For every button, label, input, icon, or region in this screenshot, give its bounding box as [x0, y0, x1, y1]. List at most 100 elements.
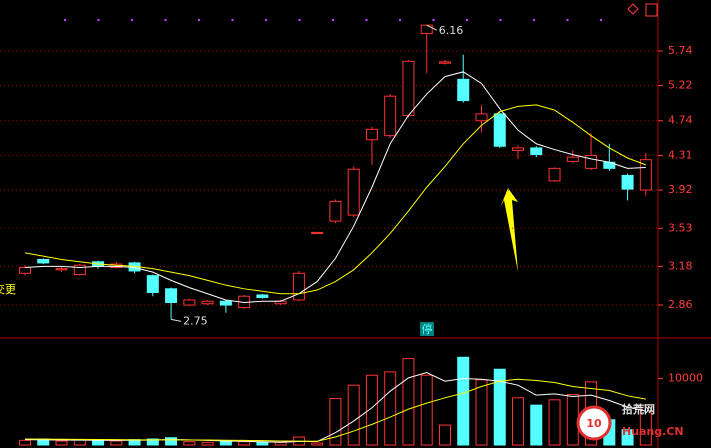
- marker-dot: [231, 18, 234, 22]
- candle-body: [548, 167, 561, 182]
- candle-body: [19, 266, 31, 274]
- volume-bar: [457, 356, 470, 446]
- volume-bar: [365, 374, 378, 446]
- candle-body: [165, 288, 178, 303]
- annotation-leader: [426, 24, 437, 31]
- volume-bar: [530, 404, 543, 446]
- candle-body: [55, 268, 68, 271]
- candle-body: [329, 200, 342, 222]
- watermark-site: Huang.CN: [622, 425, 684, 438]
- window-icon[interactable]: [627, 3, 639, 15]
- volume-average-line: [24, 378, 646, 442]
- y-tick-label: 10000: [668, 372, 703, 385]
- marker-dot: [164, 18, 167, 22]
- volume-bar: [183, 441, 196, 446]
- marker-dot: [97, 18, 100, 22]
- candle-body: [530, 147, 543, 156]
- watermark-name: 拾荒网: [622, 402, 655, 416]
- candle-body: [457, 78, 470, 102]
- marker-dot: [63, 18, 67, 22]
- volume-bar: [402, 358, 415, 446]
- volume-bar: [165, 437, 178, 446]
- halt-badge: [420, 322, 434, 336]
- volume-bar: [512, 397, 525, 446]
- volume-bar: [420, 374, 433, 446]
- volume-bar: [384, 371, 397, 446]
- y-tick-label: 4.74: [668, 114, 693, 127]
- y-tick-label: 2.86: [668, 298, 693, 311]
- candle-body: [493, 113, 506, 147]
- candle-body: [311, 231, 324, 234]
- candle-body: [585, 154, 598, 169]
- y-tick-label: 3.18: [668, 259, 693, 272]
- marker-dot: [365, 18, 368, 22]
- candle-body: [438, 61, 451, 64]
- candle-body: [420, 24, 433, 35]
- volume-bar: [146, 438, 159, 446]
- candle-body: [512, 147, 525, 151]
- arrow: [500, 188, 518, 272]
- volume-bar: [256, 441, 269, 446]
- annotation: 6.16: [439, 24, 464, 37]
- candle-body: [347, 168, 360, 216]
- volume-bar: [548, 399, 561, 446]
- candle-body: [183, 299, 196, 306]
- candle-body: [201, 300, 214, 305]
- volume-bar: [110, 440, 123, 446]
- volume-bar: [274, 441, 287, 446]
- volume-bar: [238, 441, 251, 446]
- marker-dot: [465, 18, 469, 22]
- candle-body: [402, 60, 415, 116]
- side-label: 交更: [0, 282, 16, 296]
- marker-dot: [197, 18, 201, 22]
- y-tick-label: 5.74: [668, 44, 693, 57]
- annotation: 2.75: [183, 314, 208, 327]
- volume-bar: [92, 439, 105, 446]
- marker-dot: [298, 18, 301, 22]
- candle-body: [566, 156, 579, 162]
- watermark-logo: [576, 405, 612, 441]
- candle-body: [475, 113, 488, 122]
- window-icon[interactable]: [645, 3, 658, 17]
- moving-average-line: [24, 71, 646, 303]
- marker-dot: [264, 18, 268, 22]
- marker-dot: [499, 18, 502, 22]
- candle-body: [365, 128, 378, 141]
- candle-body: [219, 300, 232, 306]
- candle-body: [146, 275, 159, 293]
- marker-dot: [566, 18, 569, 22]
- volume-bar: [329, 397, 342, 446]
- halt-label: 停: [422, 322, 433, 336]
- volume-bar: [219, 440, 232, 446]
- watermark-logo-text: 10: [586, 417, 602, 430]
- volume-bar: [201, 441, 214, 446]
- volume-bar: [19, 439, 31, 446]
- volume-bar: [493, 368, 506, 446]
- candle-body: [621, 174, 634, 190]
- moving-average-line: [24, 104, 647, 295]
- y-tick-label: 3.92: [668, 183, 693, 196]
- volume-bar: [566, 393, 579, 446]
- candle-body: [292, 272, 305, 301]
- volume-bar: [55, 440, 68, 446]
- candle-body: [37, 259, 50, 264]
- candle-body: [73, 264, 86, 275]
- marker-dot: [398, 18, 402, 22]
- candle-body: [639, 159, 652, 191]
- candle-body: [256, 294, 269, 298]
- marker-dot: [130, 18, 134, 22]
- volume-bar: [621, 429, 634, 446]
- marker-dot: [599, 18, 603, 22]
- marker-dot: [532, 18, 536, 22]
- volume-bar: [438, 424, 451, 446]
- candle-body: [384, 95, 397, 137]
- volume-bar: [475, 379, 488, 446]
- marker-dot: [331, 18, 335, 22]
- volume-bar: [347, 384, 360, 446]
- y-tick-label: 3.53: [668, 221, 693, 234]
- volume-bar: [639, 404, 652, 446]
- annotation-leader: [170, 318, 182, 322]
